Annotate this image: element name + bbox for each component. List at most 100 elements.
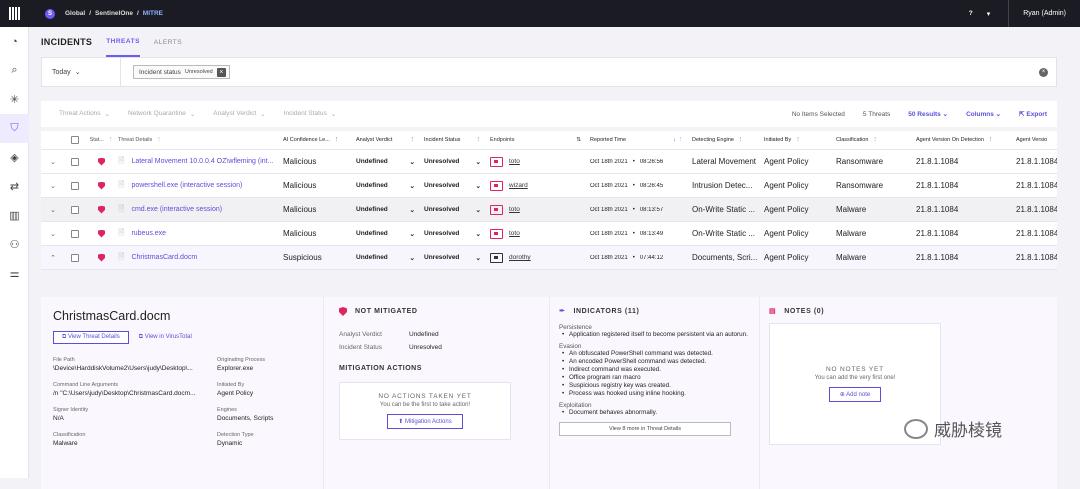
breadcrumb-global[interactable]: Global [65, 10, 86, 17]
document-icon: 🗎 [118, 251, 125, 261]
select-all-checkbox[interactable] [71, 136, 79, 144]
analyst-verdict-menu[interactable]: Analyst Verdict ⌄ [213, 110, 266, 118]
activity-icon[interactable]: ◈ [10, 152, 19, 164]
row-checkbox[interactable] [71, 205, 79, 214]
settings-sliders-icon[interactable]: ⚌ [9, 268, 20, 280]
expand-chevron-icon[interactable]: ⌄ [50, 182, 56, 190]
incident-status-filter-chip[interactable]: Incident status Unresolved × [133, 65, 230, 79]
verdict-dropdown[interactable]: Undefined ⌄ [356, 254, 415, 262]
status-dropdown[interactable]: Unresolved ⌄ [424, 206, 481, 214]
view-threat-details-button[interactable]: ⧉ View Threat Details [53, 331, 129, 344]
col-ai-confidence[interactable]: AI Confidence Le... ⋮ [283, 137, 340, 143]
table-row[interactable]: ⌄ 🗎 powershell.exe (interactive session) … [41, 174, 1057, 198]
threat-link[interactable]: cmd.exe (interactive session) [131, 206, 223, 213]
mitigation-empty-state: NO ACTIONS TAKEN YET You can be the firs… [339, 382, 511, 440]
status-dropdown[interactable]: Unresolved ⌄ [424, 230, 481, 238]
incident-status-menu[interactable]: Incident Status ⌄ [283, 110, 337, 118]
threat-link[interactable]: rubeus.exe [131, 230, 167, 237]
col-status[interactable]: Stat... ⋮ [89, 137, 114, 143]
expand-chevron-icon[interactable]: ⌄ [50, 206, 56, 214]
automation-icon[interactable]: ⚇ [9, 239, 20, 251]
verdict-dropdown[interactable]: Undefined ⌄ [356, 206, 415, 214]
threat-link[interactable]: ChristmasCard.docm [131, 254, 198, 261]
export-button[interactable]: ⇱ Export [1019, 111, 1047, 118]
table-row[interactable]: ⌄ 🗎 rubeus.exe Malicious Undefined ⌄ Unres… [41, 222, 1057, 246]
user-menu[interactable]: Ryan (Admin) [1008, 0, 1080, 27]
tab-threats[interactable]: THREATS [106, 27, 140, 57]
expand-chevron-icon[interactable]: ⌄ [50, 158, 56, 166]
mitigation-actions-button[interactable]: ⬆ Mitigation Actions [387, 414, 463, 429]
status-dropdown[interactable]: Unresolved ⌄ [424, 158, 481, 166]
endpoint-link[interactable]: toto [509, 158, 520, 165]
endpoint-link[interactable]: toto [509, 230, 520, 237]
verdict-dropdown[interactable]: Undefined ⌄ [356, 158, 415, 166]
shield-icon[interactable]: ⛉ [0, 114, 29, 143]
row-checkbox[interactable] [71, 157, 79, 166]
sync-icon[interactable]: ⇄ [9, 181, 20, 193]
col-endpoints[interactable]: Endpoints ⇅ [490, 137, 581, 143]
chevron-down-icon: ⌄ [409, 158, 415, 166]
document-icon: 🗎 [118, 155, 125, 165]
status-dropdown[interactable]: Unresolved ⌄ [424, 182, 481, 190]
view-more-indicators-button[interactable]: View 8 more in Threat Details [559, 422, 731, 437]
threat-link[interactable]: powershell.exe (interactive session) [131, 182, 243, 189]
col-threat-details[interactable]: Threat Details ⋮ [118, 137, 162, 143]
col-detecting-engine[interactable]: Detecting Engine ⋮ [692, 137, 744, 143]
threat-actions-menu[interactable]: Threat Actions ⌄ [59, 110, 111, 118]
breadcrumb-sentinelone[interactable]: SentinelOne [95, 10, 133, 17]
indicators-section: ✒INDICATORS (11) Persistence Application… [559, 307, 759, 437]
col-agent-version[interactable]: Agent Version On Detection ⋮ [916, 137, 994, 143]
date-filter[interactable]: Today ⌄ [52, 68, 81, 77]
filter-bar: Today ⌄ Incident status Unresolved × × [41, 57, 1057, 87]
status-dropdown[interactable]: Unresolved ⌄ [424, 254, 481, 262]
close-icon[interactable]: × [216, 67, 226, 77]
endpoint-icon [490, 156, 503, 167]
row-checkbox[interactable] [71, 229, 79, 238]
chevron-down-icon: ⌄ [475, 254, 481, 262]
row-checkbox[interactable] [71, 253, 79, 262]
chevron-down-icon[interactable]: ▾ [986, 10, 991, 18]
endpoint-link[interactable]: dorothy [509, 254, 531, 261]
add-note-button[interactable]: ⊕ Add note [828, 387, 882, 402]
help-icon[interactable]: ? [968, 10, 973, 17]
threat-link[interactable]: Lateral Movement 10.0.0.4 OZ\wfleming (i… [131, 158, 274, 165]
row-checkbox[interactable] [71, 181, 79, 190]
collapse-chevron-icon[interactable]: ⌃ [50, 254, 56, 262]
endpoint-link[interactable]: wizard [509, 182, 528, 189]
document-icon: 🗎 [118, 203, 125, 213]
search-icon[interactable]: ⌕ [11, 64, 18, 76]
table-row[interactable]: ⌄ 🗎 cmd.exe (interactive session) Malicio… [41, 198, 1057, 222]
col-analyst-verdict[interactable]: Analyst Verdict ⋮ [356, 137, 415, 143]
network-quarantine-menu[interactable]: Network Quarantine ⌄ [128, 110, 196, 118]
col-incident-status[interactable]: Incident Status ⋮ [424, 137, 481, 143]
sentinels-icon[interactable]: ✳ [9, 94, 20, 106]
table-row-expanded[interactable]: ⌃ 🗎 ChristmasCard.docm Suspicious Undefin… [41, 246, 1057, 270]
tab-alerts[interactable]: ALERTS [153, 38, 183, 46]
col-initiated-by[interactable]: Initiated By ⋮ [764, 137, 801, 143]
divider [323, 297, 324, 489]
chevron-down-icon: ⌄ [409, 182, 415, 190]
document-icon: 🗎 [118, 179, 125, 189]
threats-table: Stat... ⋮ Threat Details ⋮ AI Confidence L… [41, 131, 1057, 270]
col-reported-time[interactable]: Reported Time ↓ ⋮ [590, 137, 683, 143]
view-in-virustotal-link[interactable]: ⧉ View in VirusTotal [138, 334, 192, 340]
sentinelone-logo[interactable] [0, 0, 29, 27]
endpoint-link[interactable]: toto [509, 206, 520, 213]
col-agent-version-2[interactable]: Agent Versio [1016, 137, 1048, 143]
indicator-icon: ✒ [559, 308, 566, 315]
dashboard-icon[interactable]: ◔ [11, 35, 18, 48]
reports-icon[interactable]: ▥ [9, 210, 20, 222]
verdict-dropdown[interactable]: Undefined ⌄ [356, 230, 415, 238]
col-classification[interactable]: Classification ⋮ [836, 137, 878, 143]
page-title: INCIDENTS [41, 37, 93, 47]
breadcrumb-mitre[interactable]: MITRE [142, 10, 164, 17]
expand-chevron-icon[interactable]: ⌄ [50, 230, 56, 238]
columns-menu[interactable]: Columns ⌄ [966, 111, 1002, 118]
clear-filters-icon[interactable]: × [1039, 67, 1048, 77]
results-per-page[interactable]: 50 Results ⌄ [908, 111, 949, 118]
chevron-down-icon: ⌄ [475, 230, 481, 238]
table-row[interactable]: ⌄ 🗎 Lateral Movement 10.0.0.4 OZ\wfleming… [41, 150, 1057, 174]
verdict-dropdown[interactable]: Undefined ⌄ [356, 182, 415, 190]
scope-icon[interactable]: S [45, 8, 55, 19]
chevron-down-icon: ⌄ [475, 158, 481, 166]
